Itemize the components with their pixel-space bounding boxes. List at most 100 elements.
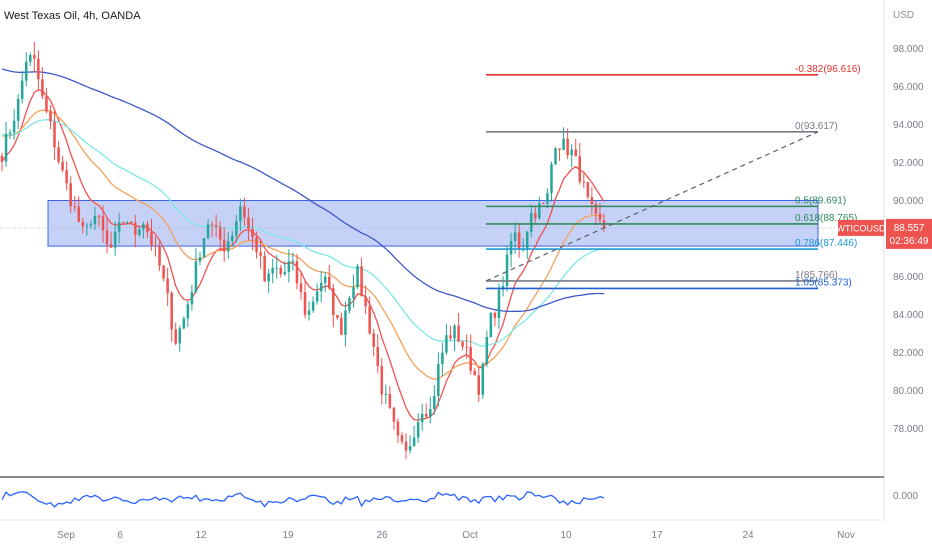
- candle-body: [449, 335, 452, 339]
- candle: [412, 425, 416, 447]
- candle-body: [344, 310, 347, 335]
- candle: [231, 231, 234, 247]
- candle-body: [214, 224, 218, 227]
- candle-body: [259, 252, 262, 256]
- candle: [222, 226, 226, 262]
- candle-body: [142, 224, 145, 230]
- candle-body: [109, 244, 113, 248]
- candle: [214, 214, 218, 238]
- candle: [8, 129, 12, 140]
- candle-body: [437, 363, 440, 396]
- candle: [400, 432, 404, 445]
- candle-body: [202, 238, 206, 258]
- candle: [461, 340, 464, 351]
- candle-body: [469, 347, 472, 371]
- price-badge-countdown: 02:36:49: [890, 236, 929, 247]
- candle-body: [235, 221, 238, 236]
- candle: [538, 196, 541, 220]
- candle-body: [558, 148, 561, 150]
- candle: [323, 272, 327, 292]
- candle-body: [85, 225, 89, 227]
- candle-body: [586, 182, 590, 197]
- candle-body: [396, 421, 400, 436]
- oscillator-line: [1, 491, 605, 508]
- candle-body: [29, 55, 32, 62]
- candle-body: [77, 206, 81, 222]
- candle: [485, 330, 489, 367]
- candle-body: [291, 261, 295, 263]
- candle: [178, 325, 182, 352]
- candle-body: [489, 312, 493, 337]
- y-tick-label: 82.000: [893, 348, 924, 359]
- candle-body: [134, 222, 137, 235]
- candle: [182, 316, 186, 330]
- candle: [89, 220, 93, 229]
- candle: [453, 323, 456, 352]
- candle-body: [57, 147, 60, 162]
- candle: [319, 270, 323, 303]
- candle-body: [97, 215, 101, 217]
- candle-body: [574, 149, 577, 157]
- candle: [263, 251, 266, 283]
- candle-body: [392, 407, 396, 422]
- candle-body: [372, 333, 375, 347]
- candle: [37, 50, 40, 91]
- candle-body: [566, 138, 569, 156]
- candle: [574, 138, 577, 157]
- ma-long-line: [1, 68, 605, 313]
- candle-body: [170, 293, 173, 330]
- ma-fast-line: [1, 89, 605, 421]
- candle: [554, 146, 557, 165]
- candle: [93, 206, 97, 230]
- candle: [372, 328, 375, 357]
- candle-body: [477, 375, 481, 395]
- candle: [190, 284, 194, 311]
- candle-body: [542, 203, 545, 205]
- candle-body: [408, 446, 412, 451]
- candle-body: [424, 414, 428, 417]
- y-tick-label: 84.000: [893, 310, 924, 321]
- candle-body: [130, 222, 133, 224]
- candle: [105, 218, 109, 254]
- candle: [542, 202, 545, 205]
- candle: [332, 284, 335, 328]
- candle-body: [283, 271, 287, 275]
- candle: [590, 186, 594, 215]
- candle-body: [93, 215, 97, 225]
- x-tick-label: 19: [282, 530, 294, 541]
- candle: [534, 205, 537, 224]
- fib-label--0.382: -0.382(96.616): [795, 64, 861, 75]
- candle-body: [594, 204, 598, 214]
- candle-body: [16, 98, 20, 121]
- x-tick-label: Oct: [462, 530, 478, 541]
- candle: [283, 261, 287, 276]
- candle: [162, 264, 165, 282]
- candle-body: [174, 329, 177, 344]
- candle: [586, 181, 590, 200]
- candle: [125, 221, 129, 225]
- candle: [396, 418, 400, 444]
- candle-body: [315, 291, 319, 302]
- candle-body: [360, 266, 363, 297]
- candle: [445, 323, 448, 356]
- candle: [194, 248, 198, 294]
- candles-group: [0, 41, 606, 459]
- candle: [109, 231, 113, 248]
- candle-body: [41, 79, 44, 97]
- candle-body: [530, 213, 533, 232]
- candle: [546, 188, 549, 209]
- candle: [441, 342, 444, 376]
- candle: [61, 155, 64, 173]
- candle-body: [247, 217, 250, 229]
- candle: [121, 221, 125, 225]
- candle: [49, 105, 52, 129]
- candle-body: [101, 216, 105, 231]
- candle-body: [49, 111, 52, 122]
- candle: [315, 283, 319, 305]
- candle: [501, 276, 505, 297]
- candle: [57, 140, 60, 165]
- candle: [437, 352, 440, 407]
- candle-body: [299, 283, 303, 293]
- candle: [493, 311, 497, 327]
